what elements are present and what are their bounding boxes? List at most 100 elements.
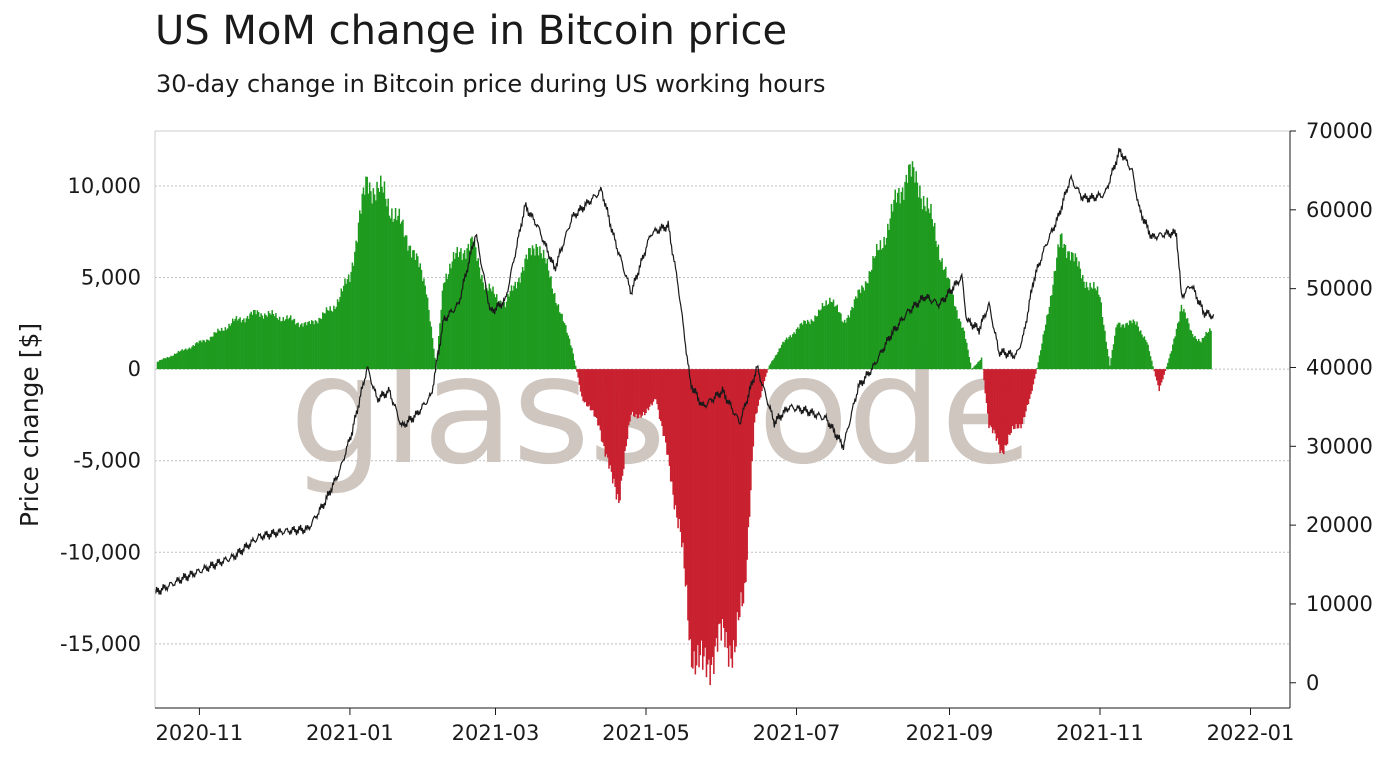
bar [734,369,736,653]
bar [874,256,877,370]
bar [491,291,493,370]
bar [173,353,176,370]
bar [834,306,836,370]
bar [283,320,286,370]
bar [387,198,389,370]
bar [664,369,667,443]
bar [278,316,281,370]
bar [1201,337,1204,370]
bar [1062,247,1064,370]
bar [832,299,835,370]
bar [993,369,995,430]
bar [498,303,500,370]
bar [795,329,798,370]
bar [647,369,650,411]
bar [951,291,953,370]
bar [180,350,182,370]
bar [620,369,623,481]
bar [264,313,266,370]
bar [1107,356,1110,370]
bar [975,364,978,370]
bar [241,320,244,370]
bar [214,332,217,370]
bar [1130,320,1132,370]
bar [472,244,475,370]
bar [529,248,531,370]
bar [531,245,534,370]
bar [683,369,686,569]
x-axis: 2020-11 2021-01 2021-03 2021-05 2021-07 2021-… [156,708,1294,745]
bar [1089,282,1091,370]
bar [208,340,211,370]
bar [891,211,894,370]
bar [388,215,391,370]
bar [843,319,846,370]
bar [1148,351,1151,370]
bar [470,238,472,370]
bar [262,318,265,370]
bar [444,282,446,370]
bar [910,176,913,370]
bar [377,188,380,370]
bar [224,327,227,370]
bar [713,369,715,675]
bar [446,278,449,370]
bar [590,369,593,411]
bar [519,282,521,370]
bar [512,290,514,370]
bar [325,307,328,370]
bar [714,369,716,647]
bar [793,332,795,370]
bar [442,283,445,370]
bar [792,334,794,370]
y-right-tick-label: 70000 [1306,119,1373,143]
bar [507,293,509,370]
bar [455,253,457,370]
bar [762,369,764,386]
bar [655,369,657,400]
bar [966,342,968,370]
bar [732,369,735,641]
bar [1023,369,1026,418]
bar [418,267,420,370]
bar [914,182,916,370]
bar [772,360,774,370]
bar [581,369,583,397]
bar [626,369,629,440]
bar [204,342,207,370]
bar [557,304,560,370]
bar [695,369,698,666]
bar [640,369,642,418]
bar [804,320,806,370]
bar [510,285,513,370]
bar [1202,337,1205,370]
bar [210,336,213,370]
bar [625,369,628,447]
bar [206,339,208,370]
bar [257,311,260,370]
bar [821,302,824,370]
bar [899,203,901,370]
bar [171,356,174,370]
bar [805,323,808,370]
bar [994,369,996,434]
bar [505,301,508,370]
bar [978,361,980,370]
bar [1079,268,1082,370]
bar [968,356,970,370]
bar [726,369,729,649]
bar [1176,323,1179,370]
bar [599,369,602,431]
bar [532,248,535,370]
bar [1127,325,1130,370]
bar [1080,278,1083,370]
y-tick-label: 0 [128,357,141,381]
bar [354,251,356,370]
bar [1204,336,1206,370]
bar [565,325,567,370]
bar [801,324,804,370]
y-right-tick-label: 40000 [1306,355,1373,379]
bar [652,369,655,402]
bar [414,260,417,370]
bar [878,249,880,370]
